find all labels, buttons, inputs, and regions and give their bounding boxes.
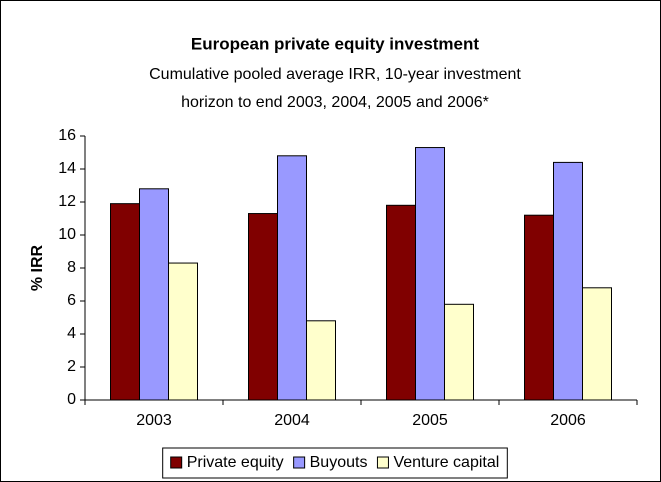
x-tick-label: 2005 — [412, 412, 448, 429]
legend-marker — [376, 456, 389, 469]
bar — [444, 303, 474, 401]
bar — [524, 214, 554, 401]
x-tick-label: 2004 — [274, 412, 310, 429]
x-tick-label: 2003 — [136, 412, 172, 429]
legend — [162, 447, 508, 479]
y-tick-label: 14 — [58, 160, 76, 177]
y-tick-label: 8 — [67, 259, 76, 276]
bar — [553, 161, 583, 401]
legend-label: Private equity — [187, 454, 284, 471]
bar — [582, 287, 612, 401]
bar — [277, 155, 307, 401]
y-tick-label: 10 — [58, 226, 76, 243]
legend-label: Venture capital — [393, 454, 499, 471]
bar — [248, 213, 278, 401]
y-tick-label: 12 — [58, 193, 76, 210]
bar — [306, 320, 336, 401]
bar — [415, 147, 445, 401]
legend-marker — [293, 456, 306, 469]
bar — [110, 203, 140, 401]
legend-label: Buyouts — [310, 454, 368, 471]
chart-title: European private equity investment — [191, 34, 479, 53]
chart-subtitle: horizon to end 2003, 2004, 2005 and 2006… — [181, 94, 489, 111]
y-tick-label: 4 — [67, 325, 76, 342]
y-tick-label: 0 — [67, 391, 76, 408]
y-tick-label: 2 — [67, 358, 76, 375]
y-tick-label: 16 — [58, 127, 76, 144]
y-tick-label: 6 — [67, 292, 76, 309]
legend-marker — [170, 456, 183, 469]
x-tick-label: 2006 — [550, 412, 586, 429]
bar — [386, 204, 416, 401]
bar — [168, 262, 198, 401]
chart-subtitle: Cumulative pooled average IRR, 10-year i… — [149, 66, 521, 83]
y-axis-label: % IRR — [29, 244, 46, 291]
bar — [139, 188, 169, 401]
